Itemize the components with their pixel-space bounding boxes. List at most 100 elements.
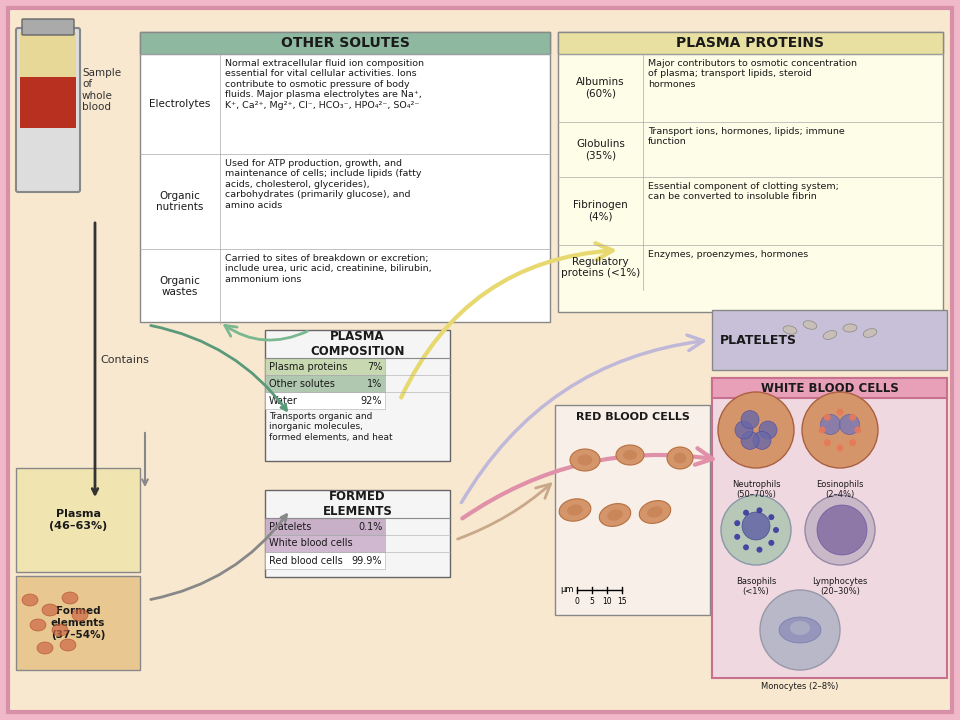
FancyBboxPatch shape [140, 32, 550, 54]
FancyArrowPatch shape [463, 449, 712, 518]
FancyBboxPatch shape [712, 310, 947, 370]
Circle shape [836, 408, 844, 415]
Text: RED BLOOD CELLS: RED BLOOD CELLS [576, 412, 689, 422]
Text: Eosinophils
(2–4%): Eosinophils (2–4%) [816, 480, 864, 500]
Ellipse shape [804, 321, 817, 329]
Circle shape [821, 415, 840, 434]
Ellipse shape [623, 450, 637, 460]
Ellipse shape [667, 447, 693, 469]
FancyBboxPatch shape [265, 518, 385, 535]
Ellipse shape [72, 609, 88, 621]
Text: Enzymes, proenzymes, hormones: Enzymes, proenzymes, hormones [648, 250, 808, 259]
Ellipse shape [790, 621, 810, 635]
FancyBboxPatch shape [265, 490, 450, 577]
FancyBboxPatch shape [712, 378, 947, 678]
Circle shape [721, 495, 791, 565]
FancyArrowPatch shape [225, 325, 307, 340]
FancyArrowPatch shape [401, 243, 612, 397]
Ellipse shape [37, 642, 53, 654]
Ellipse shape [843, 323, 856, 333]
Text: PLATELETS: PLATELETS [720, 333, 797, 346]
Text: Major contributors to osmotic concentration
of plasma; transport lipids, steroid: Major contributors to osmotic concentrat… [648, 59, 857, 89]
Circle shape [743, 510, 749, 516]
Text: White blood cells: White blood cells [269, 539, 352, 549]
FancyBboxPatch shape [555, 405, 710, 615]
Circle shape [753, 431, 771, 449]
Ellipse shape [42, 604, 58, 616]
Ellipse shape [616, 445, 644, 465]
Ellipse shape [599, 503, 631, 526]
Circle shape [802, 392, 878, 468]
Text: Transports organic and
inorganic molecules,
formed elements, and heat: Transports organic and inorganic molecul… [269, 412, 393, 442]
FancyBboxPatch shape [265, 535, 385, 552]
Circle shape [742, 512, 770, 540]
Circle shape [824, 439, 830, 446]
Circle shape [735, 421, 753, 439]
Ellipse shape [779, 617, 821, 643]
Text: 99.9%: 99.9% [351, 556, 382, 565]
Text: Contains: Contains [100, 355, 149, 365]
Text: 0: 0 [575, 597, 580, 606]
Ellipse shape [783, 325, 797, 334]
Ellipse shape [674, 452, 686, 464]
Text: Carried to sites of breakdown or excretion;
include urea, uric acid, creatinine,: Carried to sites of breakdown or excreti… [225, 254, 432, 284]
FancyBboxPatch shape [8, 8, 952, 712]
Circle shape [743, 544, 749, 550]
Circle shape [759, 421, 777, 439]
Circle shape [824, 414, 830, 420]
Text: Formed
elements
(37–54%): Formed elements (37–54%) [51, 606, 106, 639]
Text: Sample
of
whole
blood: Sample of whole blood [82, 68, 121, 112]
Text: Fibrinogen
(4%): Fibrinogen (4%) [573, 200, 628, 222]
Ellipse shape [559, 499, 590, 521]
Ellipse shape [647, 506, 662, 518]
Text: Lymphocytes
(20–30%): Lymphocytes (20–30%) [812, 577, 868, 596]
Text: Plasma proteins: Plasma proteins [269, 361, 348, 372]
Text: WHITE BLOOD CELLS: WHITE BLOOD CELLS [760, 382, 899, 395]
Ellipse shape [570, 449, 600, 471]
Circle shape [741, 410, 759, 428]
Text: FORMED
ELEMENTS: FORMED ELEMENTS [323, 490, 393, 518]
Ellipse shape [62, 592, 78, 604]
Circle shape [836, 444, 844, 451]
Circle shape [741, 431, 759, 449]
Text: Globulins
(35%): Globulins (35%) [576, 139, 625, 161]
Text: Organic
nutrients: Organic nutrients [156, 191, 204, 212]
Ellipse shape [863, 329, 876, 337]
Text: Monocytes (2–8%): Monocytes (2–8%) [761, 682, 839, 691]
Text: Essential component of clotting system;
can be converted to insoluble fibrin: Essential component of clotting system; … [648, 182, 839, 202]
FancyBboxPatch shape [22, 19, 74, 35]
FancyBboxPatch shape [558, 32, 943, 54]
FancyBboxPatch shape [558, 32, 943, 312]
FancyBboxPatch shape [140, 32, 550, 322]
Text: 0.1%: 0.1% [358, 521, 382, 531]
Text: 7%: 7% [367, 361, 382, 372]
FancyArrowPatch shape [462, 335, 704, 503]
Text: 92%: 92% [361, 395, 382, 405]
Ellipse shape [52, 624, 68, 636]
Text: Neutrophils
(50–70%): Neutrophils (50–70%) [732, 480, 780, 500]
Text: Organic
wastes: Organic wastes [159, 276, 201, 297]
Circle shape [840, 415, 859, 434]
Text: PLASMA PROTEINS: PLASMA PROTEINS [677, 36, 825, 50]
Circle shape [817, 505, 867, 555]
Text: 10: 10 [602, 597, 612, 606]
Ellipse shape [30, 619, 46, 631]
Circle shape [819, 426, 826, 433]
Text: Plasma
(46–63%): Plasma (46–63%) [49, 509, 108, 531]
Ellipse shape [823, 331, 837, 339]
Text: 1%: 1% [367, 379, 382, 389]
FancyBboxPatch shape [265, 358, 385, 375]
FancyBboxPatch shape [265, 552, 385, 569]
Text: Water: Water [269, 395, 298, 405]
Text: 5: 5 [589, 597, 594, 606]
Text: Normal extracellular fluid ion composition
essential for vital cellular activiti: Normal extracellular fluid ion compositi… [225, 59, 424, 109]
FancyBboxPatch shape [16, 28, 80, 192]
Circle shape [756, 508, 762, 513]
Ellipse shape [567, 505, 583, 516]
Text: Basophils
(<1%): Basophils (<1%) [735, 577, 777, 596]
Circle shape [734, 520, 740, 526]
FancyBboxPatch shape [16, 576, 140, 670]
Circle shape [773, 527, 779, 533]
Ellipse shape [22, 594, 38, 606]
Circle shape [756, 546, 762, 553]
